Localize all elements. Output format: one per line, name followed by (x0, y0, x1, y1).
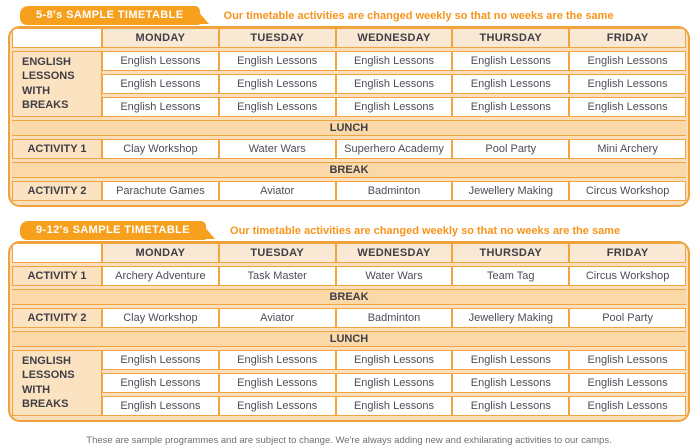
lesson-cell: English Lessons (102, 396, 219, 416)
activity-cell: Aviator (218, 181, 336, 201)
activity-cell: Circus Workshop (569, 266, 686, 286)
activity-cell: Circus Workshop (569, 181, 686, 201)
lesson-cell: English Lessons (569, 373, 686, 393)
lesson-cell: English Lessons (452, 97, 570, 117)
row-label-english-lessons: ENGLISH LESSONS WITH BREAKS (12, 350, 102, 416)
lesson-cell: English Lessons (335, 74, 453, 94)
tagline-9-12s: Our timetable activities are changed wee… (230, 224, 621, 237)
row-label-activity-2: ACTIVITY 2 (12, 308, 102, 328)
lesson-cell: English Lessons (335, 396, 453, 416)
day-header-thursday: THURSDAY (452, 243, 570, 263)
lesson-cell: English Lessons (335, 350, 453, 370)
activity-cell: Archery Adventure (102, 266, 219, 286)
age-group-badge-5-8s: 5-8's SAMPLE TIMETABLE (20, 6, 209, 25)
lesson-cell: English Lessons (102, 74, 219, 94)
lesson-cell: English Lessons (569, 74, 686, 94)
lesson-cell: English Lessons (218, 396, 336, 416)
lesson-cell: English Lessons (569, 350, 686, 370)
band-lunch: LUNCH (12, 331, 686, 347)
lesson-cell: English Lessons (452, 373, 570, 393)
activity-cell: Water Wars (335, 266, 453, 286)
day-header-wednesday: WEDNESDAY (335, 28, 453, 48)
lesson-cell: English Lessons (452, 74, 570, 94)
row-label-activity-1: ACTIVITY 1 (12, 266, 102, 286)
day-header-friday: FRIDAY (569, 243, 686, 263)
lesson-cell: English Lessons (569, 396, 686, 416)
activity-cell: Jewellery Making (452, 181, 570, 201)
lesson-cell: English Lessons (218, 350, 336, 370)
timetable-5-8s: MONDAY TUESDAY WEDNESDAY THURSDAY FRIDAY ENGL… (8, 26, 690, 207)
lesson-cell: English Lessons (452, 51, 570, 71)
day-header-tuesday: TUESDAY (218, 243, 336, 263)
activity-cell: Jewellery Making (452, 308, 570, 328)
activity-cell: Parachute Games (102, 181, 219, 201)
corner-cell (12, 28, 102, 48)
age-group-badge-9-12s: 9-12's SAMPLE TIMETABLE (20, 221, 216, 240)
activity-cell: Task Master (218, 266, 336, 286)
activity-cell: Superhero Academy (335, 139, 453, 159)
day-header-monday: MONDAY (102, 243, 219, 263)
lesson-cell: English Lessons (335, 97, 453, 117)
footer-note: These are sample programmes and are subj… (86, 435, 612, 446)
corner-cell (12, 243, 102, 263)
band-break: BREAK (12, 162, 686, 178)
day-header-wednesday: WEDNESDAY (335, 243, 453, 263)
activity-cell: Pool Party (452, 139, 570, 159)
band-lunch: LUNCH (12, 120, 686, 136)
lesson-cell: English Lessons (569, 97, 686, 117)
activity-cell: Badminton (335, 308, 453, 328)
lesson-cell: English Lessons (452, 396, 570, 416)
lesson-cell: English Lessons (335, 373, 453, 393)
day-header-friday: FRIDAY (569, 28, 686, 48)
row-label-activity-1: ACTIVITY 1 (12, 139, 102, 159)
lesson-cell: English Lessons (218, 74, 336, 94)
lesson-cell: English Lessons (102, 373, 219, 393)
lesson-cell: English Lessons (218, 97, 336, 117)
activity-cell: Aviator (218, 308, 336, 328)
activity-cell: Badminton (335, 181, 453, 201)
activity-cell: Water Wars (218, 139, 336, 159)
day-header-tuesday: TUESDAY (218, 28, 336, 48)
lesson-cell: English Lessons (218, 373, 336, 393)
lesson-cell: English Lessons (452, 350, 570, 370)
row-label-english-lessons: ENGLISH LESSONS WITH BREAKS (12, 51, 102, 117)
activity-cell: Pool Party (569, 308, 686, 328)
activity-cell: Clay Workshop (102, 308, 219, 328)
section-header-5-8s: 5-8's SAMPLE TIMETABLE Our timetable act… (20, 5, 690, 26)
day-header-thursday: THURSDAY (452, 28, 570, 48)
activity-cell: Clay Workshop (102, 139, 219, 159)
lesson-cell: English Lessons (102, 97, 219, 117)
lesson-cell: English Lessons (102, 51, 219, 71)
band-break: BREAK (12, 289, 686, 305)
activity-cell: Mini Archery (569, 139, 686, 159)
lesson-cell: English Lessons (102, 350, 219, 370)
tagline-5-8s: Our timetable activities are changed wee… (223, 9, 614, 22)
lesson-cell: English Lessons (335, 51, 453, 71)
row-label-activity-2: ACTIVITY 2 (12, 181, 102, 201)
activity-cell: Team Tag (452, 266, 570, 286)
lesson-cell: English Lessons (218, 51, 336, 71)
section-header-9-12s: 9-12's SAMPLE TIMETABLE Our timetable ac… (20, 220, 690, 241)
timetable-9-12s: MONDAY TUESDAY WEDNESDAY THURSDAY FRIDAY ACTI… (8, 241, 690, 422)
lesson-cell: English Lessons (569, 51, 686, 71)
day-header-monday: MONDAY (102, 28, 219, 48)
